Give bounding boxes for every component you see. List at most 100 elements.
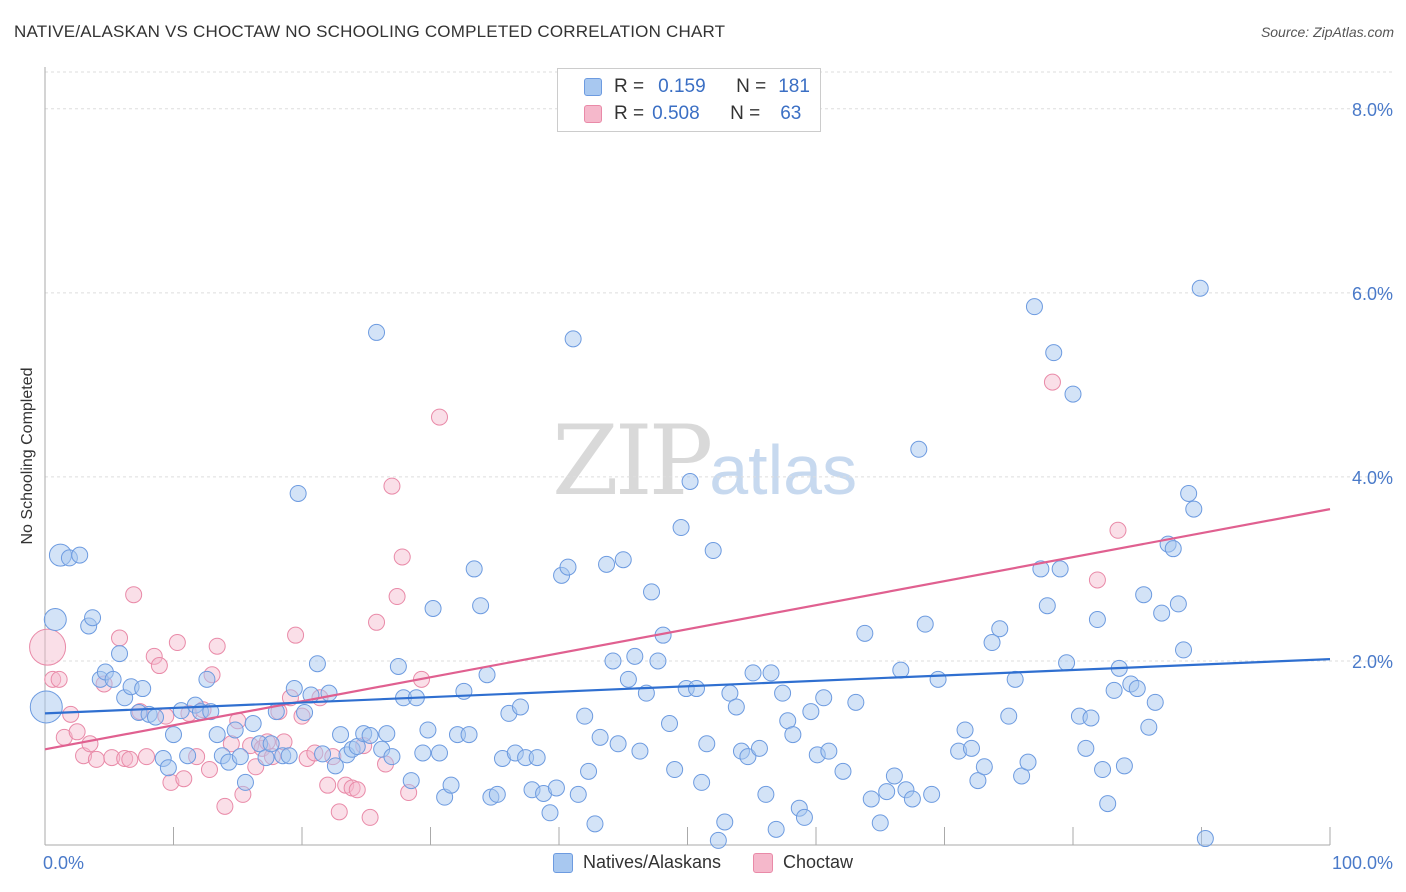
natives-point — [465, 560, 483, 578]
natives-point — [892, 661, 910, 679]
natives-point — [1094, 761, 1112, 779]
natives-point — [326, 757, 344, 775]
natives-point — [29, 690, 63, 724]
choctaw-point — [216, 797, 234, 815]
natives-point — [661, 715, 679, 733]
legend-item-natives: Natives/Alaskans — [552, 852, 721, 873]
choctaw-point — [393, 548, 411, 566]
natives-point — [820, 742, 838, 760]
natives-point — [1128, 680, 1146, 698]
natives-point — [856, 624, 874, 642]
natives-point — [693, 773, 711, 791]
natives-point — [236, 773, 254, 791]
natives-point — [704, 542, 722, 560]
natives-point — [172, 702, 190, 720]
natives-point — [1082, 709, 1100, 727]
choctaw-point — [287, 626, 305, 644]
natives-point — [1105, 681, 1123, 699]
natives-point — [626, 647, 644, 665]
natives-point — [614, 551, 632, 569]
natives-point — [1000, 707, 1018, 725]
natives-point — [750, 739, 768, 757]
natives-point — [1058, 654, 1076, 672]
natives-point — [834, 762, 852, 780]
source-credit: Source: ZipAtlas.com — [1260, 24, 1394, 40]
natives-point — [604, 652, 622, 670]
natives-point — [847, 693, 865, 711]
natives-point — [576, 707, 594, 725]
natives-point — [1064, 385, 1082, 403]
legend-swatch-natives — [584, 78, 602, 96]
natives-point — [159, 759, 177, 777]
x-tick-label: 100.0% — [1332, 853, 1393, 873]
natives-point — [744, 664, 762, 682]
natives-point — [285, 680, 303, 698]
natives-point — [442, 776, 460, 794]
legend-n-value: 181 — [778, 76, 810, 97]
natives-trend-line — [44, 658, 1331, 715]
natives-point — [643, 583, 661, 601]
natives-point — [424, 599, 442, 617]
natives-point — [378, 725, 396, 743]
natives-point — [862, 790, 880, 808]
natives-point — [1045, 344, 1063, 362]
natives-point — [84, 609, 102, 627]
stats-legend: R = 0.159 N = 181 R = 0.508 N = 63 — [557, 68, 821, 132]
choctaw-point — [125, 586, 143, 604]
natives-point — [903, 790, 921, 808]
natives-point — [910, 440, 928, 458]
natives-point — [687, 680, 705, 698]
natives-point — [1088, 611, 1106, 629]
natives-point — [1153, 604, 1171, 622]
choctaw-point — [175, 770, 193, 788]
natives-point — [314, 745, 332, 763]
natives-point — [1006, 670, 1024, 688]
choctaw-point — [168, 634, 186, 652]
choctaw-point — [138, 748, 156, 766]
natives-point — [1185, 500, 1203, 518]
tick-labels: 2.0% 4.0% 6.0% 8.0% 0.0% 100.0% — [43, 100, 1393, 873]
natives-point — [478, 666, 496, 684]
natives-point — [419, 721, 437, 739]
natives-point — [1164, 540, 1182, 558]
natives-point — [460, 726, 478, 744]
natives-point — [739, 748, 757, 766]
natives-point — [280, 747, 298, 765]
natives-point — [289, 484, 307, 502]
natives-point — [383, 748, 401, 766]
natives-point — [762, 664, 780, 682]
natives-point — [308, 655, 326, 673]
chart-title: NATIVE/ALASKAN VS CHOCTAW NO SCHOOLING C… — [14, 22, 726, 41]
natives-point — [586, 815, 604, 833]
natives-point — [559, 558, 577, 576]
natives-point — [975, 758, 993, 776]
choctaw-point — [29, 628, 67, 666]
choctaw-point — [44, 670, 62, 688]
natives-point — [134, 680, 152, 698]
choctaw-point — [111, 629, 129, 647]
natives-point — [332, 726, 350, 744]
choctaw-point — [361, 808, 379, 826]
natives-point — [569, 785, 587, 803]
choctaw-point — [430, 408, 448, 426]
natives-point — [231, 748, 249, 766]
natives-point — [727, 698, 745, 716]
natives-point — [1099, 795, 1117, 813]
legend-r-value: 0.508 — [652, 103, 700, 124]
natives-point — [1180, 484, 1198, 502]
natives-point — [1175, 641, 1193, 659]
legend-n-label: N = — [736, 76, 767, 97]
natives-point — [672, 519, 690, 537]
choctaw-point — [145, 647, 163, 665]
natives-point — [361, 726, 379, 744]
natives-point — [104, 670, 122, 688]
natives-point — [795, 808, 813, 826]
natives-point — [244, 715, 262, 733]
natives-point — [649, 652, 667, 670]
natives-point — [111, 645, 129, 663]
choctaw-point — [348, 781, 366, 799]
natives-point — [916, 615, 934, 633]
natives-point — [1025, 298, 1043, 316]
natives-point — [1115, 757, 1133, 775]
natives-point — [165, 726, 182, 744]
